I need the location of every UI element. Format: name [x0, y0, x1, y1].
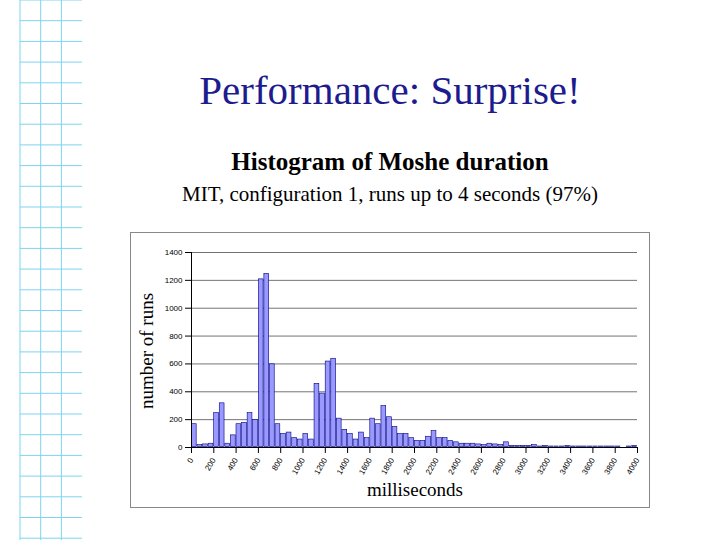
svg-text:1800: 1800 — [379, 456, 396, 476]
html-text:MIT, configuration 1, runs up: MIT, configuration 1, runs up to 4 secon… — [182, 182, 598, 206]
svg-text:3400: 3400 — [558, 456, 575, 476]
svg-text:1400: 1400 — [165, 248, 183, 257]
svg-text:3600: 3600 — [580, 456, 597, 476]
svg-text:3200: 3200 — [536, 456, 553, 476]
svg-text:400: 400 — [169, 387, 183, 396]
html-text:Performance: Surprise!: Performance: Surprise! — [199, 67, 581, 113]
html-text:Histogram of Moshe duration: Histogram of Moshe duration — [231, 148, 549, 175]
svg-text:2400: 2400 — [446, 456, 463, 476]
svg-text:600: 600 — [169, 359, 183, 368]
svg-text:200: 200 — [203, 456, 218, 473]
svg-text:2200: 2200 — [424, 456, 441, 476]
svg-text:3000: 3000 — [513, 456, 530, 476]
svg-text:4000: 4000 — [625, 456, 642, 476]
svg-text:3800: 3800 — [602, 456, 619, 476]
html-text:number of runs: number of runs — [136, 293, 157, 409]
svg-text:200: 200 — [169, 415, 183, 424]
svg-text:2800: 2800 — [491, 456, 508, 476]
html-text:milliseconds: milliseconds — [367, 479, 463, 500]
svg-text:2600: 2600 — [469, 456, 486, 476]
svg-text:1600: 1600 — [357, 456, 374, 476]
svg-text:1000: 1000 — [165, 304, 183, 313]
svg-text:1400: 1400 — [335, 456, 352, 476]
svg-text:1200: 1200 — [313, 456, 330, 476]
svg-text:0: 0 — [178, 443, 183, 452]
svg-text:800: 800 — [270, 456, 285, 473]
svg-text:2000: 2000 — [402, 456, 419, 476]
svg-text:1200: 1200 — [165, 276, 183, 285]
svg-text:800: 800 — [169, 332, 183, 341]
svg-text:0: 0 — [185, 456, 195, 465]
svg-text:400: 400 — [226, 456, 241, 473]
svg-text:600: 600 — [248, 456, 263, 473]
svg-text:1000: 1000 — [290, 456, 307, 476]
